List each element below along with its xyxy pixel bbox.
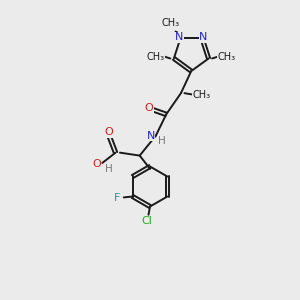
Text: CH₃: CH₃ (146, 52, 165, 62)
Text: O: O (92, 159, 101, 169)
Text: N: N (175, 32, 183, 43)
Text: CH₃: CH₃ (161, 18, 179, 28)
Text: F: F (114, 193, 121, 203)
Text: CH₃: CH₃ (193, 90, 211, 100)
Text: N: N (146, 130, 155, 141)
Text: H: H (105, 164, 113, 174)
Text: H: H (158, 136, 166, 146)
Text: N: N (199, 32, 208, 43)
Text: CH₃: CH₃ (218, 52, 236, 62)
Text: O: O (105, 127, 113, 137)
Text: Cl: Cl (142, 216, 152, 226)
Text: O: O (145, 103, 154, 113)
